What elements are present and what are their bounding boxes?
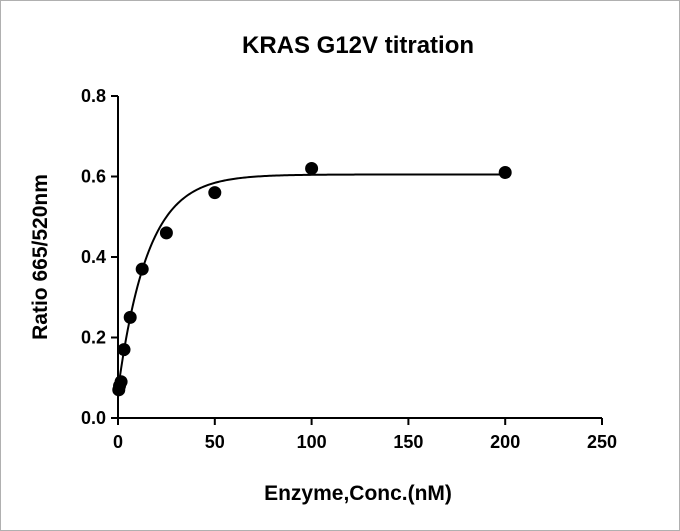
data-points <box>112 161 512 397</box>
data-point <box>498 165 512 179</box>
x-tick-label: 200 <box>490 432 520 452</box>
y-ticks: 0.0 0.2 0.4 0.6 0.8 <box>81 86 118 428</box>
y-tick-label: 0.6 <box>81 167 106 187</box>
x-tick-label: 100 <box>297 432 327 452</box>
y-tick-label: 0.4 <box>81 247 106 267</box>
fit-curve <box>117 173 506 390</box>
y-tick-label: 0.0 <box>81 408 106 428</box>
x-axis-label: Enzyme,Conc.(nM) <box>264 482 452 505</box>
chart-title: KRAS G12V titration <box>242 32 474 59</box>
data-point <box>208 186 222 200</box>
data-point <box>123 310 137 324</box>
y-axis-label: Ratio 665/520nm <box>29 174 52 340</box>
y-tick-label: 0.2 <box>81 328 106 348</box>
data-point <box>159 226 173 240</box>
data-point <box>117 343 131 357</box>
x-tick-label: 150 <box>393 432 423 452</box>
x-tick-label: 50 <box>205 432 225 452</box>
x-tick-label: 0 <box>113 432 123 452</box>
y-tick-label: 0.8 <box>81 86 106 106</box>
x-tick-label: 250 <box>587 432 617 452</box>
data-point <box>135 262 149 276</box>
data-point <box>114 375 128 389</box>
axes <box>117 96 602 419</box>
x-ticks: 0 50 100 150 200 250 <box>113 418 617 452</box>
data-point <box>305 161 319 175</box>
